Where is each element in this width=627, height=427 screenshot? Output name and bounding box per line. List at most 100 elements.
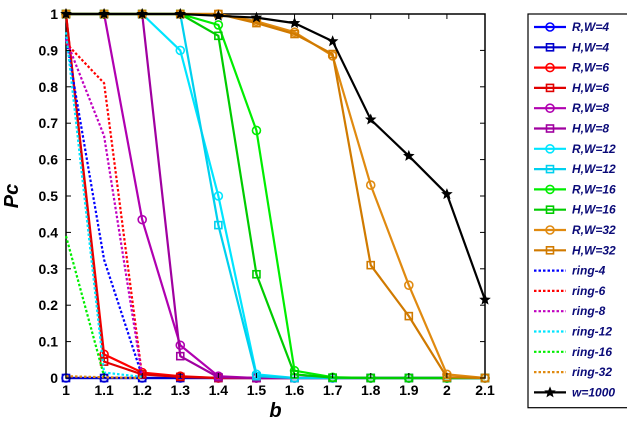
legend-entry: H,W=6: [534, 81, 609, 95]
series-line: [64, 37, 144, 377]
legend-label: ring-6: [572, 284, 606, 298]
plot-area: [60, 7, 491, 383]
data-point: [252, 371, 261, 381]
data-point: [175, 45, 186, 56]
series-line: [64, 235, 106, 377]
data-point: [479, 293, 491, 305]
series-line: [66, 12, 487, 301]
data-point: [252, 269, 261, 279]
y-tick-label: 0.5: [39, 188, 59, 204]
legend-marker: [545, 246, 555, 255]
x-tick-label: 1.6: [285, 382, 305, 398]
legend-marker: [545, 83, 555, 93]
legend-label: H,W=12: [572, 162, 616, 176]
x-tick-label: 1.7: [323, 382, 343, 398]
legend-entry: ring-32: [534, 365, 612, 379]
y-tick-label: 0.8: [39, 79, 59, 95]
data-point: [404, 311, 414, 321]
series-ring-4: [64, 37, 144, 377]
legend-marker: [545, 144, 555, 154]
legend-label: R,W=16: [572, 182, 616, 196]
y-tick-label: 0.7: [39, 115, 59, 131]
x-tick-label: 1.4: [209, 382, 229, 398]
data-point: [213, 20, 224, 30]
legend-entry: R,W=8: [534, 101, 609, 115]
legend-entry: ring-4: [534, 264, 606, 278]
data-point: [364, 113, 377, 125]
data-point: [366, 260, 376, 270]
data-point: [213, 191, 224, 201]
legend-label: H,W=32: [572, 243, 616, 257]
legend-label: R,W=8: [572, 101, 609, 115]
legend-entry: H,W=4: [534, 40, 609, 54]
legend-entry: H,W=8: [534, 122, 609, 136]
legend: R,W=4 H,W=4 R,W=6 H,W=6 R,W=8 H,W=8 R,W=12 H,W=…: [527, 13, 627, 409]
legend-label: ring-12: [572, 325, 612, 339]
y-tick-label: 0.9: [39, 42, 59, 58]
legend-marker: [544, 386, 556, 398]
data-point: [288, 17, 301, 29]
legend-marker: [545, 205, 555, 214]
legend-label: ring-8: [572, 304, 606, 318]
series-ring-8: [64, 39, 144, 377]
legend-marker: [545, 124, 555, 133]
legend-entry: ring-12: [534, 325, 612, 339]
legend-entry: H,W=12: [534, 162, 616, 176]
legend-label: ring-16: [572, 345, 612, 359]
legend-entry: ring-8: [534, 304, 606, 318]
plot-frame: [65, 13, 486, 379]
data-point: [326, 35, 339, 47]
data-point: [290, 29, 299, 39]
legend-marker: [545, 184, 555, 195]
y-tick-label: 0: [50, 370, 58, 386]
legend-label: H,W=8: [572, 122, 609, 136]
y-tick-label: 0.6: [39, 152, 59, 168]
legend-label: H,W=6: [572, 81, 609, 95]
y-axis: 0 0.1 0.2 0.3 0.4 0.5 0.6 0.7 0.8 0.9 1: [39, 6, 485, 386]
data-point: [214, 220, 223, 230]
y-tick-label: 1: [50, 6, 58, 22]
x-tick-label: 1.5: [247, 382, 267, 398]
legend-entry: H,W=16: [534, 203, 616, 217]
data-point: [441, 188, 453, 200]
legend-entry: R,W=16: [534, 182, 616, 196]
x-tick-label: 1.9: [399, 382, 419, 398]
legend-label: w=1000: [572, 385, 615, 399]
data-point: [175, 351, 185, 361]
x-tick-label: 1.8: [361, 382, 381, 398]
legend-label: ring-32: [572, 365, 612, 379]
y-tick-label: 0.4: [39, 224, 59, 240]
y-tick-label: 0.1: [39, 334, 59, 350]
data-point: [137, 214, 147, 225]
x-tick-label: 1: [62, 382, 70, 398]
legend-label: R,W=6: [572, 61, 609, 75]
data-point: [251, 125, 262, 136]
x-tick-label: 1.1: [94, 382, 114, 398]
legend-entry: ring-6: [534, 284, 606, 298]
series-line: [65, 42, 144, 377]
legend-entry: R,W=6: [534, 61, 609, 75]
x-tick-label: 1.3: [171, 382, 191, 398]
legend-marker: [545, 103, 555, 113]
y-tick-label: 0.2: [39, 297, 59, 313]
data-point: [404, 280, 414, 290]
x-axis-title: b: [269, 400, 281, 422]
legend-marker: [545, 225, 555, 235]
legend-label: R,W=32: [572, 223, 616, 237]
series-ring-16: [64, 235, 106, 377]
legend-label: H,W=4: [572, 40, 609, 54]
legend-entry: ring-16: [534, 345, 612, 359]
legend-label: H,W=16: [572, 203, 616, 217]
y-axis-title: Pc: [1, 184, 23, 208]
legend-entry: R,W=32: [534, 223, 616, 237]
x-axis: 1 1.1 1.2 1.3 1.4 1.5 1.6 1.7 1.8 1.9 2 2.1: [62, 14, 495, 398]
data-point: [328, 49, 337, 59]
legend-marker: [545, 22, 555, 32]
legend-marker: [545, 62, 555, 73]
x-tick-label: 2: [443, 382, 451, 398]
legend-label: R,W=12: [572, 142, 616, 156]
series-ring-6: [65, 42, 144, 377]
y-tick-label: 0.3: [39, 261, 59, 277]
legend-entry: w=1000: [534, 385, 615, 399]
